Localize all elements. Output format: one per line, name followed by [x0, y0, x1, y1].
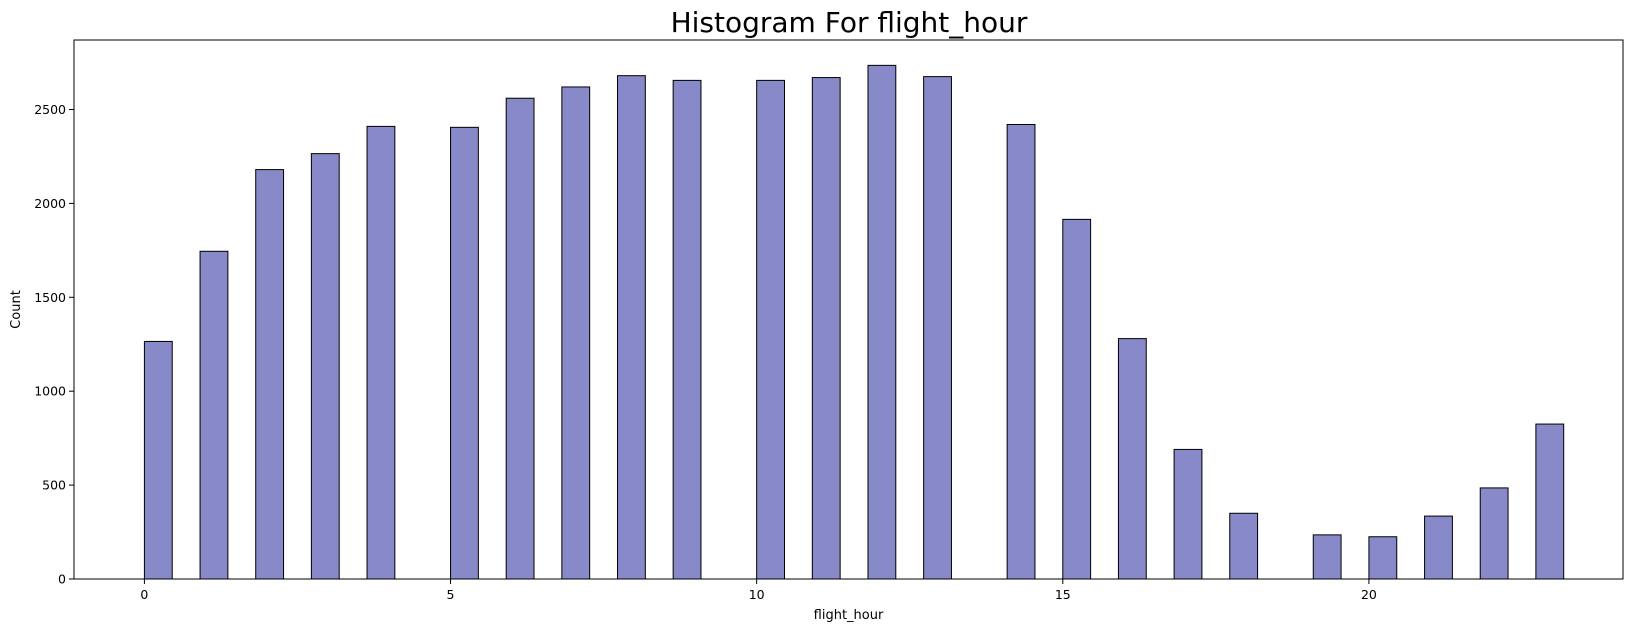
x-axis-ticks: 0 5 10 15 20 [140, 579, 1377, 602]
histogram-bar [1424, 515, 1453, 580]
histogram-bar [923, 76, 952, 580]
histogram-bar [450, 126, 479, 580]
histogram-bar [616, 75, 646, 580]
histogram-bar [1535, 423, 1565, 580]
x-tick-label: 10 [749, 587, 765, 602]
histogram-bar [867, 64, 897, 580]
y-axis-label: Count [9, 290, 24, 329]
y-tick-label: 2500 [34, 102, 66, 117]
x-axis-label: flight_hour [814, 608, 884, 623]
x-tick-label: 20 [1361, 587, 1377, 602]
y-axis-ticks: 0 500 1000 1500 2000 2500 [34, 102, 74, 587]
histogram-bar [1368, 536, 1398, 580]
histogram-bar [1312, 534, 1342, 580]
histogram-bar [756, 79, 785, 580]
histogram-bar [1117, 338, 1147, 580]
histogram-bar [199, 250, 229, 580]
histogram-bar [366, 125, 396, 580]
plot-frame [73, 39, 1624, 580]
y-tick-label: 500 [42, 478, 66, 493]
histogram-bar [561, 86, 591, 580]
histogram-bar [672, 79, 702, 580]
y-tick-label: 1000 [34, 384, 66, 399]
histogram-bar [1173, 448, 1203, 580]
histogram-bar [1479, 487, 1509, 580]
bars-layer [143, 64, 1565, 580]
y-tick-label: 0 [58, 572, 66, 587]
y-tick-label: 1500 [34, 290, 66, 305]
x-tick-label: 15 [1055, 587, 1071, 602]
histogram-bar [143, 340, 173, 580]
histogram-bar [811, 77, 841, 580]
chart-title: Histogram For flight_hour [671, 6, 1028, 39]
histogram-bar [505, 97, 535, 580]
histogram-bar [1006, 124, 1036, 580]
y-tick-label: 2000 [34, 196, 66, 211]
histogram-bar [1062, 218, 1092, 580]
x-tick-label: 0 [140, 587, 148, 602]
x-tick-label: 5 [447, 587, 455, 602]
histogram-bar [255, 169, 285, 580]
histogram-bar [310, 153, 340, 580]
histogram-bar [1229, 512, 1259, 580]
